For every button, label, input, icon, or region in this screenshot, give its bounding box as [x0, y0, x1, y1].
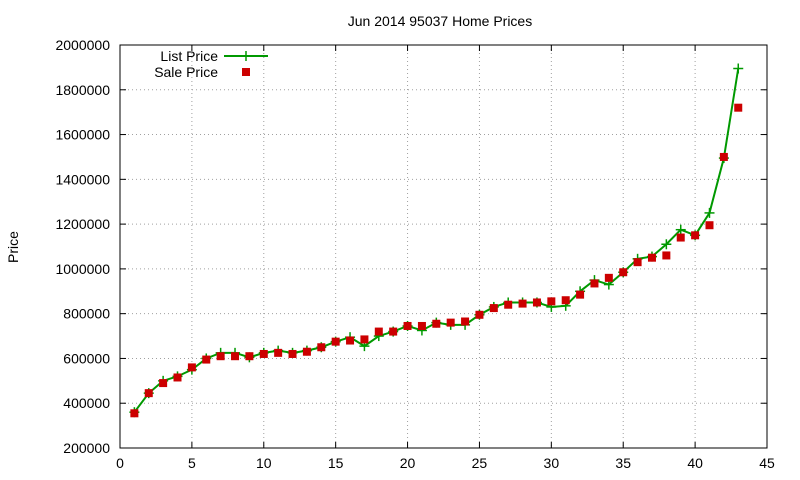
axis-ticks — [119, 44, 768, 449]
data-point — [532, 298, 541, 307]
plot-area-border — [119, 44, 768, 449]
data-point — [633, 258, 642, 267]
data-point — [331, 337, 340, 346]
data-point — [187, 363, 196, 372]
legend-sample-sale-price — [242, 68, 250, 76]
y-tick-label: 400000 — [63, 395, 110, 411]
data-point — [704, 207, 715, 218]
legend: List Price Sale Price — [154, 48, 268, 80]
series-line — [133, 68, 740, 413]
x-tick-label: 30 — [544, 455, 560, 471]
x-axis-tick-labels: 0 5 10 15 20 25 30 35 40 45 — [116, 455, 775, 471]
data-point — [676, 233, 685, 242]
data-point — [446, 318, 455, 327]
x-tick-label: 10 — [256, 455, 272, 471]
data-point — [389, 327, 398, 336]
legend-label-sale-price: Sale Price — [154, 64, 218, 80]
data-point — [231, 352, 240, 361]
data-point — [159, 379, 168, 388]
data-point — [259, 349, 268, 358]
data-point — [675, 224, 686, 235]
y-axis-label: Price — [5, 231, 21, 263]
data-point — [705, 221, 714, 230]
data-point — [360, 335, 369, 344]
legend-sample-list-price — [224, 51, 268, 61]
legend-label-list-price: List Price — [160, 48, 218, 64]
data-point — [691, 231, 700, 240]
grid-lines — [120, 45, 767, 448]
series-sale-price — [130, 103, 743, 418]
data-point — [374, 327, 383, 336]
y-tick-label: 1400000 — [55, 171, 110, 187]
data-point — [661, 239, 672, 250]
x-tick-label: 0 — [116, 455, 124, 471]
series-list-price — [129, 63, 744, 418]
x-tick-label: 5 — [188, 455, 196, 471]
data-point — [719, 152, 728, 161]
data-point — [733, 63, 744, 74]
data-point — [216, 352, 225, 361]
data-point — [317, 343, 326, 352]
data-point — [590, 279, 599, 288]
x-tick-label: 40 — [687, 455, 703, 471]
series-layer — [129, 63, 744, 418]
legend-marker — [241, 51, 251, 61]
y-tick-label: 1800000 — [55, 82, 110, 98]
data-point — [504, 300, 513, 309]
data-point — [302, 347, 311, 356]
data-point — [274, 348, 283, 357]
data-point — [647, 253, 656, 262]
data-point — [144, 389, 153, 398]
data-point — [547, 297, 556, 306]
data-point — [288, 349, 297, 358]
data-point — [130, 409, 139, 418]
y-tick-label: 2000000 — [55, 37, 110, 53]
data-point — [432, 319, 441, 328]
y-tick-label: 600000 — [63, 350, 110, 366]
y-axis-tick-labels: 200000 400000 600000 800000 1000000 1200000 14… — [55, 37, 110, 456]
y-tick-label: 800000 — [63, 306, 110, 322]
data-point — [734, 103, 743, 112]
x-tick-label: 20 — [400, 455, 416, 471]
data-point — [619, 268, 628, 277]
data-point — [518, 299, 527, 308]
data-point — [173, 373, 182, 382]
data-point — [346, 336, 355, 345]
data-point — [576, 290, 585, 299]
data-point — [561, 296, 570, 305]
y-tick-label: 200000 — [63, 440, 110, 456]
data-point — [461, 317, 470, 326]
data-point — [245, 352, 254, 361]
x-tick-label: 35 — [615, 455, 631, 471]
x-tick-label: 45 — [759, 455, 775, 471]
y-tick-label: 1600000 — [55, 127, 110, 143]
data-point — [475, 310, 484, 319]
data-point — [604, 273, 613, 282]
data-point — [403, 321, 412, 330]
x-tick-label: 15 — [328, 455, 344, 471]
data-point — [417, 321, 426, 330]
y-tick-label: 1200000 — [55, 216, 110, 232]
y-tick-label: 1000000 — [55, 261, 110, 277]
legend-marker — [242, 68, 250, 76]
data-point — [202, 355, 211, 364]
chart-title: Jun 2014 95037 Home Prices — [348, 13, 532, 29]
data-point — [489, 304, 498, 313]
data-point — [662, 251, 671, 260]
x-tick-label: 25 — [472, 455, 488, 471]
